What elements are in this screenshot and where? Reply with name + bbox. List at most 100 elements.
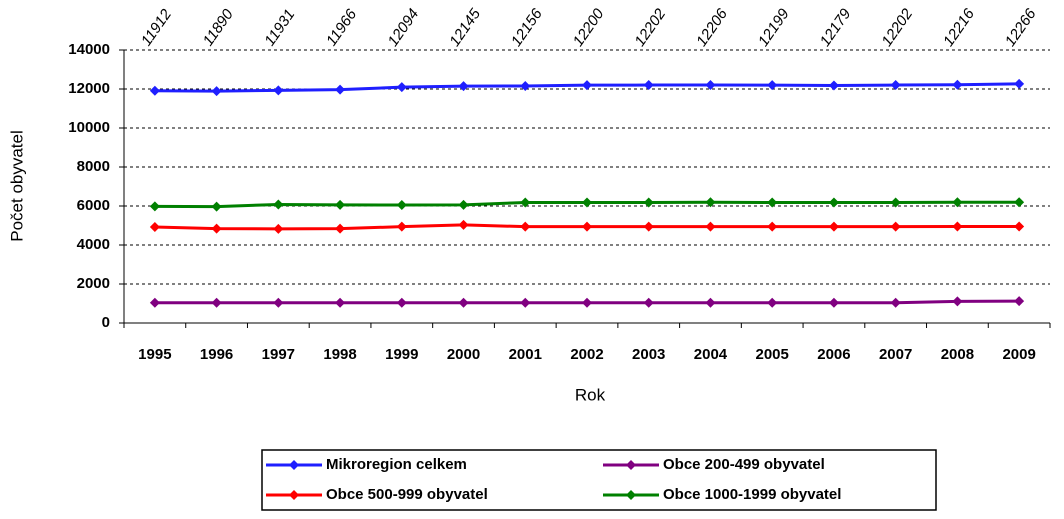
marker <box>458 219 469 230</box>
legend <box>261 449 937 511</box>
legend-label: Obce 1000-1999 obyvatel <box>663 486 841 503</box>
marker <box>890 297 901 308</box>
marker <box>828 80 839 91</box>
data-label: 11912 <box>138 6 176 50</box>
x-tick-label: 2007 <box>879 346 912 363</box>
marker <box>211 223 222 234</box>
data-label: 12216 <box>940 5 978 49</box>
y-tick-label: 0 <box>102 314 110 331</box>
marker <box>396 297 407 308</box>
marker <box>643 197 654 208</box>
data-label: 12199 <box>755 5 793 49</box>
x-tick-label: 2008 <box>941 346 974 363</box>
marker <box>273 199 284 210</box>
marker <box>1014 78 1025 89</box>
marker <box>273 223 284 234</box>
marker <box>643 80 654 91</box>
marker <box>767 221 778 232</box>
data-label: 12202 <box>631 5 669 49</box>
marker <box>149 85 160 96</box>
data-label: 12156 <box>508 5 546 49</box>
marker <box>582 297 592 308</box>
marker <box>458 297 469 308</box>
marker <box>149 201 160 212</box>
x-tick-label: 1998 <box>323 346 356 363</box>
marker <box>396 200 407 211</box>
marker <box>952 79 963 90</box>
marker <box>273 297 284 308</box>
marker <box>828 197 839 208</box>
x-tick-label: 2006 <box>817 346 850 363</box>
marker <box>1014 221 1025 232</box>
marker <box>520 221 531 232</box>
marker <box>952 296 963 307</box>
data-label: 12094 <box>384 6 422 50</box>
marker <box>273 85 284 96</box>
marker <box>767 80 778 91</box>
data-label: 11966 <box>323 6 361 50</box>
x-tick-label: 2003 <box>632 346 665 363</box>
y-tick-label: 12000 <box>68 80 110 97</box>
marker <box>520 80 531 91</box>
marker <box>458 81 469 92</box>
marker <box>1014 296 1025 307</box>
marker <box>335 223 346 234</box>
marker <box>396 221 407 232</box>
marker <box>458 199 469 210</box>
data-label: 12206 <box>693 5 731 49</box>
marker <box>396 82 407 93</box>
marker <box>211 201 222 212</box>
marker <box>149 222 160 233</box>
marker <box>828 221 839 232</box>
data-label: 11931 <box>261 6 298 49</box>
x-tick-label: 1996 <box>200 346 233 363</box>
x-tick-label: 2005 <box>756 346 789 363</box>
legend-marker <box>626 490 636 500</box>
x-tick-label: 1997 <box>262 346 295 363</box>
marker <box>211 297 222 308</box>
marker <box>520 297 531 308</box>
y-tick-label: 4000 <box>77 236 110 253</box>
x-tick-label: 2004 <box>694 346 728 363</box>
marker <box>582 221 592 232</box>
marker <box>952 221 963 232</box>
y-tick-label: 14000 <box>68 41 110 58</box>
marker <box>890 80 901 91</box>
marker <box>705 221 716 232</box>
marker <box>335 199 346 210</box>
marker <box>828 297 839 308</box>
legend-label: Obce 200-499 obyvatel <box>663 456 825 473</box>
x-tick-label: 2002 <box>570 346 603 363</box>
marker <box>643 221 654 232</box>
data-label: 12266 <box>1002 5 1040 49</box>
legend-label: Obce 500-999 obyvatel <box>326 486 488 503</box>
legend-marker <box>626 460 636 470</box>
legend-marker <box>289 490 299 500</box>
marker <box>520 197 531 208</box>
data-label: 12200 <box>570 5 608 49</box>
marker <box>335 84 346 95</box>
x-tick-label: 1995 <box>138 346 171 363</box>
x-tick-label: 2000 <box>447 346 480 363</box>
marker <box>582 80 592 91</box>
marker <box>890 221 901 232</box>
x-axis-title: Rok <box>575 385 606 404</box>
y-tick-label: 8000 <box>77 158 110 175</box>
data-label: 12202 <box>878 5 916 49</box>
y-axis-title: Počet obyvatel <box>7 130 26 242</box>
marker <box>149 297 160 308</box>
data-label: 11890 <box>200 6 238 50</box>
x-tick-label: 2009 <box>1002 346 1035 363</box>
y-tick-label: 10000 <box>68 119 110 136</box>
marker <box>705 297 716 308</box>
y-tick-label: 2000 <box>77 275 110 292</box>
data-label: 12179 <box>817 5 855 49</box>
marker <box>1014 197 1025 208</box>
y-tick-label: 6000 <box>77 197 110 214</box>
marker <box>890 197 901 208</box>
marker <box>335 297 346 308</box>
marker <box>211 86 222 97</box>
marker <box>705 197 716 208</box>
x-tick-label: 1999 <box>385 346 418 363</box>
legend-label: Mikroregion celkem <box>326 456 467 473</box>
